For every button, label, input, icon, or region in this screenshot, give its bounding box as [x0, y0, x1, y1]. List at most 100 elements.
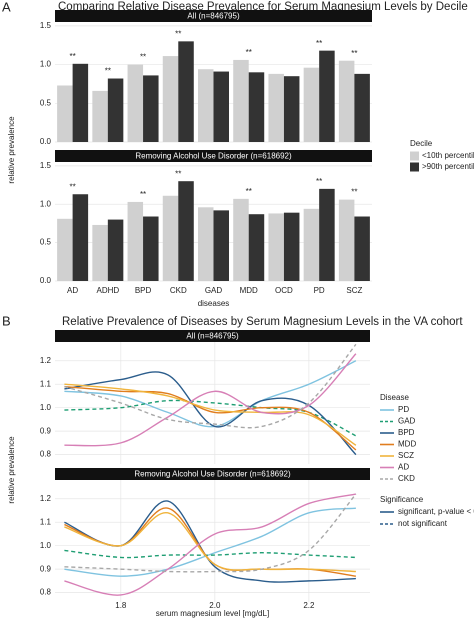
- significance-label: **: [140, 190, 146, 199]
- bar: [127, 64, 144, 142]
- legend-label: BPD: [398, 428, 415, 437]
- significance-label: **: [69, 182, 75, 191]
- y-tick-label: 0.0: [40, 137, 52, 146]
- x-tick-label: 2.0: [209, 601, 221, 610]
- x-tick-label: SCZ: [346, 286, 362, 295]
- y-tick-label: 1.5: [40, 21, 52, 30]
- bar: [92, 224, 108, 281]
- y-axis-label: relative prevalence: [7, 436, 16, 504]
- significance-label: **: [175, 29, 181, 38]
- legend-title: Decile: [410, 139, 433, 148]
- y-tick-label: 0.8: [40, 588, 52, 597]
- strip-label: All (n=846795): [186, 332, 239, 341]
- panel-label: A: [2, 0, 11, 14]
- y-tick-label: 0.5: [40, 238, 52, 247]
- x-axis-label: diseases: [198, 299, 230, 308]
- line: [64, 385, 357, 451]
- bar: [213, 71, 229, 142]
- y-tick-label: 1.2: [40, 494, 52, 503]
- y-tick-label: 1.0: [40, 199, 52, 208]
- bar: [319, 188, 335, 281]
- bar: [354, 216, 370, 281]
- bar: [283, 212, 300, 281]
- legend-label: not significant: [398, 519, 448, 528]
- y-tick-label: 1.5: [40, 161, 52, 170]
- legend-title: Disease: [380, 393, 409, 402]
- legend-label: MDD: [398, 440, 416, 449]
- legend-title: Significance: [380, 495, 424, 504]
- bar: [303, 67, 320, 142]
- y-tick-label: 0.5: [40, 98, 52, 107]
- significance-label: **: [316, 177, 322, 186]
- y-tick-label: 0.9: [40, 564, 52, 573]
- line: [64, 507, 356, 577]
- strip-label: All (n=846795): [187, 12, 240, 21]
- strip-label: Removing Alcohol Use Disorder (n=618692): [135, 152, 292, 161]
- bar: [57, 218, 73, 281]
- bar: [72, 194, 89, 281]
- line: [64, 549, 356, 559]
- line: [64, 353, 357, 447]
- bar: [178, 41, 194, 142]
- line: [64, 399, 357, 437]
- legend-label: >90th percentile: [422, 162, 474, 171]
- y-tick-label: 1.0: [40, 60, 52, 69]
- bar: [268, 73, 284, 142]
- significance-label: **: [316, 39, 322, 48]
- legend-label: <10th percentile: [422, 151, 474, 160]
- line: [64, 507, 356, 577]
- significance-label: **: [69, 52, 75, 61]
- panel-label: B: [2, 313, 11, 328]
- bar: [303, 208, 320, 281]
- bar: [319, 50, 335, 143]
- bar: [213, 210, 229, 281]
- x-tick-label: OCD: [275, 286, 293, 295]
- y-tick-label: 1.0: [40, 541, 52, 550]
- y-tick-label: 1.1: [40, 517, 52, 526]
- legend-label: SCZ: [398, 451, 414, 460]
- strip-label: Removing Alcohol Use Disorder (n=618692): [134, 470, 291, 479]
- strip: [55, 10, 372, 22]
- x-tick-label: 1.8: [115, 601, 127, 610]
- legend-swatch: [410, 162, 419, 172]
- bar: [233, 198, 249, 281]
- bar: [72, 63, 89, 142]
- line: [64, 343, 357, 429]
- legend-swatch: [410, 151, 419, 161]
- bar: [268, 213, 284, 281]
- bar: [338, 60, 355, 142]
- bar: [233, 59, 249, 142]
- x-tick-label: AD: [67, 286, 78, 295]
- significance-label: **: [246, 48, 252, 57]
- y-tick-label: 1.0: [40, 403, 52, 412]
- bar: [107, 78, 124, 142]
- x-tick-label: 2.2: [303, 601, 315, 610]
- line: [64, 493, 357, 573]
- bar: [143, 216, 159, 281]
- legend-label: PD: [398, 405, 409, 414]
- significance-label: **: [246, 187, 252, 196]
- line: [64, 383, 357, 446]
- x-axis-label: serum magnesium level [mg/dL]: [156, 609, 269, 618]
- y-axis-label: relative prevalence: [7, 116, 16, 184]
- chart-title: Relative Prevalence of Diseases by Serum…: [62, 316, 463, 328]
- legend-label: AD: [398, 463, 409, 472]
- x-tick-label: ADHD: [96, 286, 119, 295]
- significance-label: **: [105, 67, 111, 76]
- bar: [92, 90, 108, 142]
- x-tick-label: BPD: [135, 286, 152, 295]
- significance-label: **: [351, 188, 357, 197]
- significance-label: **: [140, 53, 146, 62]
- bar: [283, 76, 300, 142]
- bar: [354, 73, 370, 142]
- bar: [338, 199, 355, 281]
- bar: [248, 72, 265, 142]
- bar: [198, 69, 214, 142]
- x-tick-label: PD: [314, 286, 325, 295]
- bar: [198, 207, 214, 281]
- bar: [127, 201, 144, 281]
- bar: [162, 195, 179, 281]
- strip: [55, 330, 370, 342]
- y-tick-label: 0.8: [40, 450, 52, 459]
